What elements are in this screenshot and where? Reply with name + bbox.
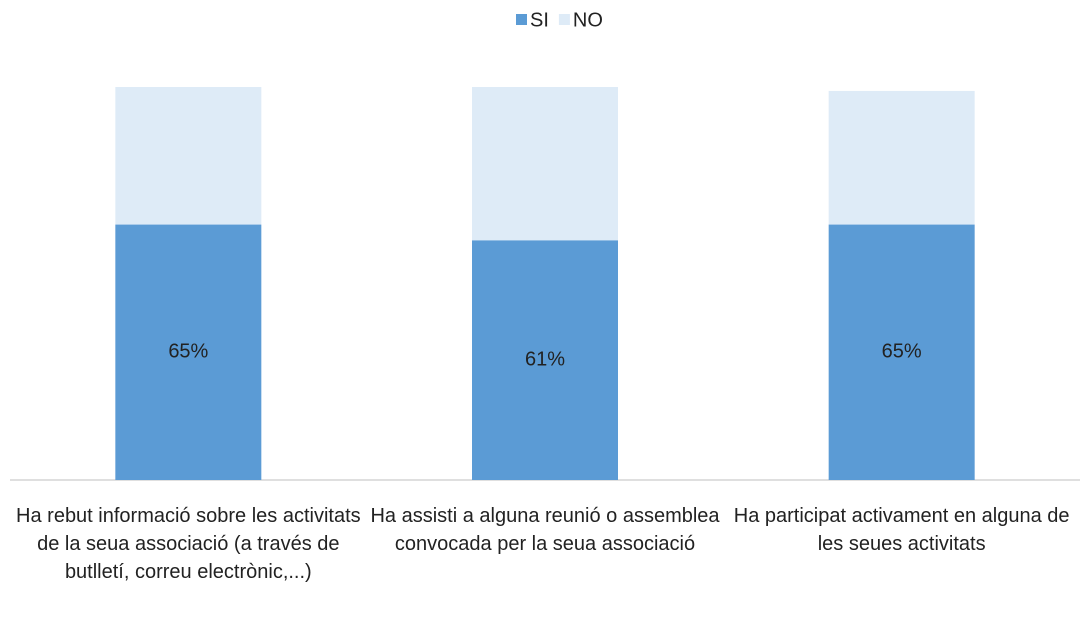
bar-segment xyxy=(828,90,975,225)
legend-label: NO xyxy=(573,9,603,31)
bar-segment xyxy=(115,224,262,480)
legend-label: SI xyxy=(530,9,549,31)
bar-segment xyxy=(115,87,262,225)
data-label: 61% xyxy=(525,348,565,370)
bar-segment xyxy=(472,87,618,241)
bar-segment xyxy=(472,240,618,480)
data-label: 65% xyxy=(168,341,208,363)
x-tick-label: Ha rebut informació sobre les activitats… xyxy=(16,505,361,583)
legend-swatch xyxy=(558,14,570,25)
bar-segment xyxy=(828,224,975,480)
legend-swatch xyxy=(516,14,527,25)
data-label: 65% xyxy=(882,341,922,363)
x-tick-label: Ha participat activament en alguna de le… xyxy=(733,505,1070,555)
x-tick-label: Ha assisti a alguna reunió o assemblea c… xyxy=(370,505,720,555)
